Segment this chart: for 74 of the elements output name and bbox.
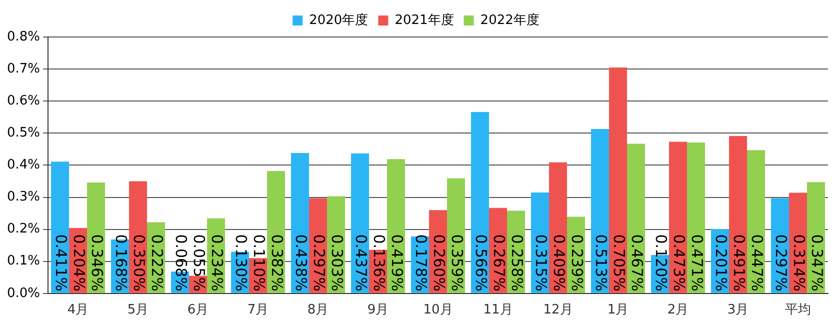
- y-tick-label: 0.8%: [6, 29, 40, 44]
- data-label: 0.447%: [748, 234, 766, 292]
- data-label: 0.705%: [610, 234, 628, 292]
- data-label: 0.491%: [730, 234, 748, 292]
- data-label: 0.267%: [490, 234, 508, 292]
- data-label: 0.437%: [352, 234, 370, 292]
- bar: [747, 150, 765, 293]
- data-label: 0.409%: [550, 234, 568, 292]
- data-label: 0.347%: [808, 234, 826, 292]
- x-tick-label: 7月: [247, 302, 269, 318]
- data-label: 0.513%: [592, 234, 610, 292]
- data-label: 0.120%: [652, 234, 670, 292]
- x-tick-label: 8月: [307, 302, 329, 318]
- y-tick-label: 0.1%: [6, 254, 40, 269]
- x-tick-label: 1月: [607, 302, 629, 318]
- data-label: 0.136%: [370, 234, 388, 292]
- x-tick-label: 11月: [483, 302, 513, 318]
- data-label: 0.473%: [670, 234, 688, 292]
- x-tick-label: 4月: [67, 302, 89, 318]
- bar: [687, 142, 706, 293]
- data-label: 0.204%: [70, 234, 88, 292]
- data-label: 0.566%: [472, 234, 490, 292]
- x-tick-label: 平均: [785, 302, 811, 318]
- data-label: 0.314%: [790, 234, 808, 292]
- x-tick-label: 5月: [127, 302, 149, 318]
- data-label: 0.297%: [772, 234, 790, 292]
- data-label: 0.438%: [292, 234, 310, 292]
- data-label: 0.467%: [628, 234, 646, 292]
- data-label: 0.068%: [172, 234, 190, 292]
- data-label: 0.471%: [688, 234, 706, 292]
- data-label: 0.130%: [232, 234, 250, 292]
- data-label: 0.350%: [130, 234, 148, 292]
- data-label: 0.239%: [568, 234, 586, 292]
- legend-label: 2021年度: [394, 12, 454, 28]
- data-label: 0.315%: [532, 234, 550, 292]
- bar: [51, 162, 70, 293]
- bar: [669, 142, 688, 293]
- bar: [471, 112, 490, 293]
- y-tick-label: 0.4%: [6, 158, 40, 173]
- x-tick-label: 12月: [543, 302, 573, 318]
- x-tick-label: 9月: [367, 302, 389, 318]
- y-tick-label: 0.3%: [6, 190, 40, 205]
- x-tick-label: 3月: [727, 302, 749, 318]
- bar: [351, 153, 370, 293]
- bar: [609, 67, 628, 293]
- data-label: 0.260%: [430, 234, 448, 292]
- data-label: 0.201%: [712, 234, 730, 292]
- legend-label: 2020年度: [309, 12, 368, 28]
- y-tick-label: 0.7%: [6, 61, 40, 76]
- data-label: 0.178%: [412, 234, 430, 292]
- legend-label: 2022年度: [480, 12, 540, 28]
- bar: [627, 144, 646, 293]
- x-tick-label: 6月: [187, 302, 209, 318]
- data-label: 0.222%: [148, 234, 166, 292]
- data-label: 0.419%: [388, 234, 406, 292]
- data-label: 0.168%: [112, 234, 130, 292]
- data-label: 0.258%: [508, 234, 526, 292]
- data-label: 0.110%: [250, 234, 268, 292]
- bar: [729, 136, 748, 293]
- x-tick-label: 2月: [667, 302, 689, 318]
- y-tick-label: 0.2%: [6, 222, 40, 237]
- data-label: 0.382%: [268, 234, 286, 292]
- y-tick-label: 0.0%: [6, 286, 40, 301]
- data-label: 0.411%: [52, 234, 70, 292]
- data-label: 0.297%: [310, 234, 328, 292]
- data-label: 0.055%: [190, 234, 208, 292]
- data-label: 0.346%: [88, 234, 106, 292]
- data-label: 0.234%: [208, 234, 226, 292]
- x-tick-label: 10月: [423, 302, 453, 318]
- data-label: 0.359%: [448, 234, 466, 292]
- y-tick-label: 0.6%: [6, 93, 40, 108]
- y-tick-label: 0.5%: [6, 126, 40, 141]
- bar: [591, 128, 610, 293]
- data-label: 0.303%: [328, 234, 346, 292]
